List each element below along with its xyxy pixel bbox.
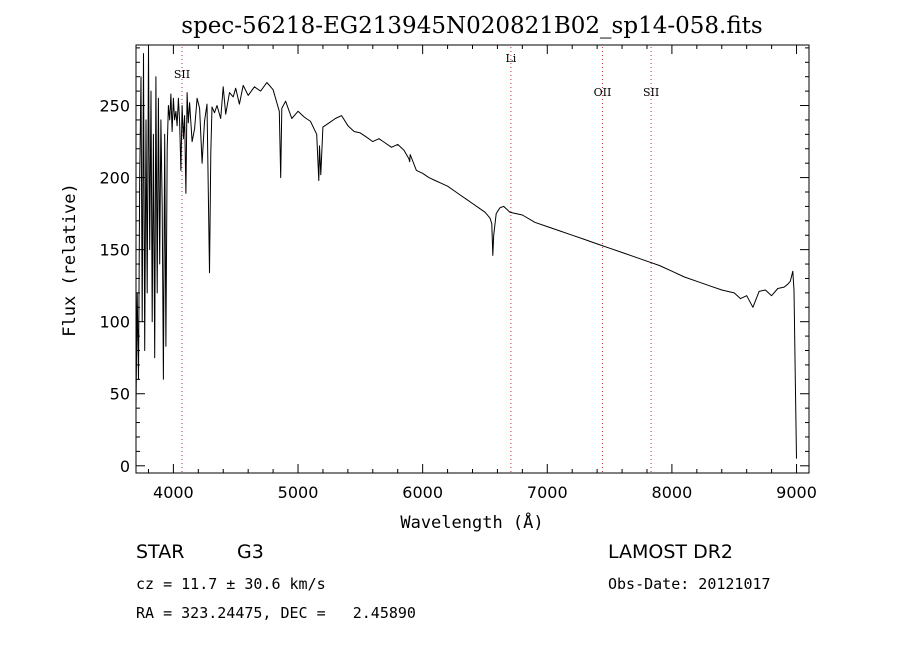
x-tick-label: 6000	[402, 483, 443, 502]
plot-frame	[135, 44, 810, 474]
y-tick-label: 150	[99, 241, 130, 260]
x-tick-label: 8000	[652, 483, 693, 502]
x-tick-label: 9000	[776, 483, 817, 502]
x-tick-label: 7000	[527, 483, 568, 502]
object-subclass: G3	[237, 541, 264, 563]
chart-title: spec-56218-EG213945N020821B02_sp14-058.f…	[181, 13, 762, 39]
obs-date-text: Obs-Date: 20121017	[608, 575, 771, 593]
coordinates-text: RA = 323.24475, DEC = 2.45890	[136, 604, 416, 622]
y-tick-label: 250	[99, 97, 130, 116]
x-axis: 4000 5000 6000 7000 8000 9000	[147, 45, 817, 502]
y-tick-label: 200	[99, 169, 130, 188]
y-tick-label: 0	[120, 457, 130, 476]
spectral-line-label: SII	[643, 86, 659, 99]
redshift-text: cz = 11.7 ± 30.6 km/s	[136, 575, 326, 593]
spectral-line-markers: SII Li OII SII	[174, 47, 659, 473]
object-class: STAR	[136, 541, 185, 563]
survey-name: LAMOST DR2	[608, 541, 733, 563]
y-axis-label: Flux (relative)	[60, 183, 80, 337]
x-tick-label: 4000	[153, 483, 194, 502]
spectral-line-label: Li	[505, 52, 516, 65]
y-axis: 0 50 100 150 200 250	[99, 47, 809, 476]
y-tick-label: 100	[99, 313, 130, 332]
x-tick-label: 5000	[278, 483, 319, 502]
spectral-line-label: SII	[174, 68, 190, 81]
x-axis-label: Wavelength (Å)	[400, 511, 543, 533]
y-tick-label: 50	[110, 385, 130, 404]
spectrum-line	[135, 47, 797, 459]
spectral-line-label: OII	[594, 86, 612, 99]
